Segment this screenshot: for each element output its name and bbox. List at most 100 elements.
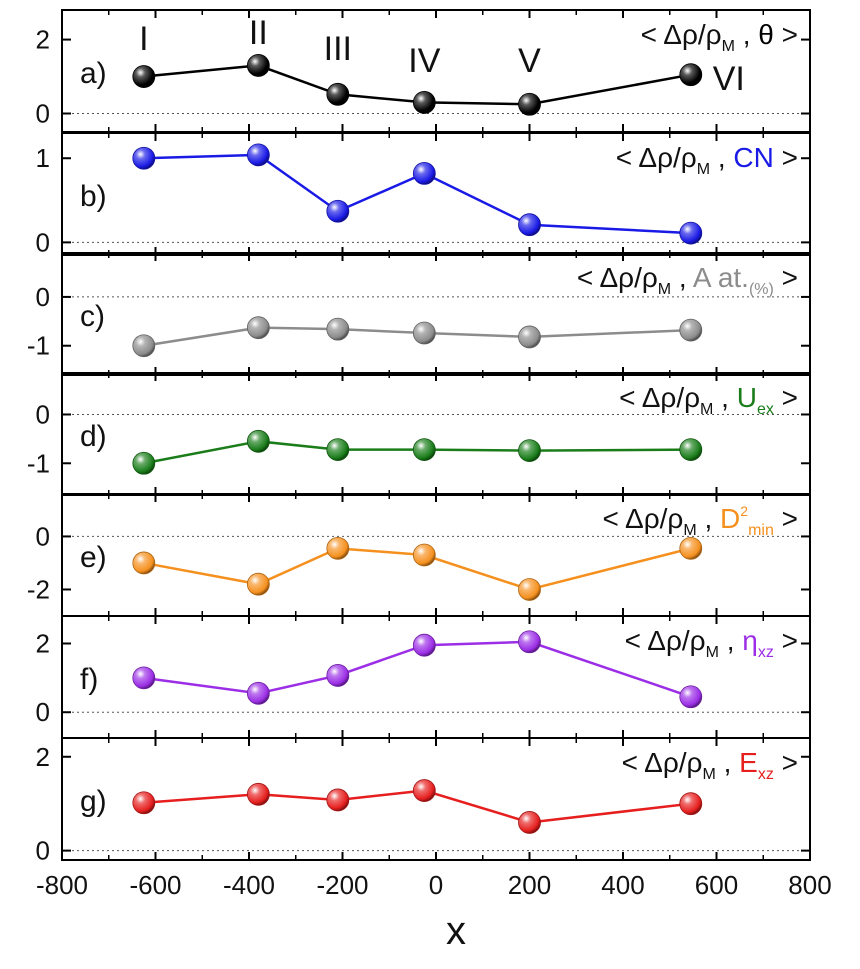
data-point <box>412 633 436 657</box>
y-tick-label: -2 <box>27 574 50 604</box>
series-line <box>143 64 692 106</box>
x-tick-label: 0 <box>429 870 443 900</box>
x-tick-label: -600 <box>129 870 181 900</box>
data-point <box>246 782 270 806</box>
y-tick-label: 2 <box>36 742 50 772</box>
data-point <box>326 788 350 812</box>
data-point <box>679 63 703 87</box>
y-tick-label: 2 <box>36 25 50 55</box>
data-point <box>132 791 156 815</box>
data-point <box>132 65 156 88</box>
correlation-label: < Δρ/ρM , θ > <box>641 19 798 55</box>
data-point <box>679 685 703 709</box>
data-point <box>132 551 156 575</box>
data-point <box>518 213 541 237</box>
y-tick-label: 2 <box>36 628 50 658</box>
data-point <box>326 438 350 462</box>
data-point <box>246 54 270 77</box>
data-point <box>518 811 541 834</box>
panel-b: 0 1 b) < Δρ/ρM , CN > <box>36 132 811 257</box>
series-line <box>143 440 691 465</box>
panel-letter: e) <box>80 541 107 574</box>
data-point <box>412 161 436 185</box>
data-point <box>246 316 270 340</box>
data-point <box>679 221 703 245</box>
series-line <box>143 789 691 824</box>
panel-letter: c) <box>80 300 105 333</box>
site-label: II <box>249 14 268 52</box>
data-point <box>412 543 436 567</box>
site-label: V <box>518 42 541 80</box>
data-point <box>132 334 156 358</box>
data-point <box>679 318 703 342</box>
data-point <box>246 429 270 453</box>
data-point <box>412 779 436 802</box>
panel-d: -1 0 d) < Δρ/ρM , Uex > <box>27 372 811 496</box>
data-point <box>246 572 270 596</box>
correlation-label: < Δρ/ρM , Exz > <box>622 747 798 783</box>
x-tick-label: -200 <box>316 870 368 900</box>
series-line <box>143 640 692 698</box>
data-point <box>679 792 703 816</box>
panel-letter: g) <box>80 785 107 818</box>
panel-a: 02a)< Δρ/ρM , θ >I II III IV V VI <box>36 9 811 133</box>
data-point <box>132 146 156 170</box>
panel-letter: d) <box>80 420 107 453</box>
data-point <box>518 439 541 462</box>
data-point <box>679 438 703 462</box>
panel-g: 0 2 g) < Δρ/ρM , Exz > <box>36 737 811 866</box>
y-tick-label: 0 <box>36 697 50 727</box>
data-point <box>412 91 436 114</box>
series-line <box>143 326 691 347</box>
x-axis: -800 -600 -400 -200 0 200 400 600 800 x <box>36 870 832 953</box>
panel-letter: a) <box>80 57 107 90</box>
panel-letter: b) <box>80 180 107 213</box>
site-label: VI <box>713 60 745 98</box>
data-point <box>326 199 350 223</box>
data-point <box>326 536 350 560</box>
site-label: IV <box>408 42 440 80</box>
y-tick-label: 0 <box>36 836 50 866</box>
data-point <box>679 536 703 560</box>
panel-letter: f) <box>80 663 98 696</box>
y-tick-label: 0 <box>36 521 50 551</box>
data-point <box>326 664 350 687</box>
y-tick-label: 0 <box>36 227 50 257</box>
data-point <box>132 666 156 690</box>
data-point <box>518 92 541 116</box>
y-tick-label: -1 <box>27 448 50 478</box>
correlation-label: < Δρ/ρM , ηxz > <box>625 625 798 661</box>
data-point <box>246 143 270 167</box>
x-tick-label: 200 <box>508 870 551 900</box>
correlation-label: < Δρ/ρM , D2min > <box>602 503 798 539</box>
data-point <box>518 630 541 654</box>
site-label: I <box>139 20 148 58</box>
correlation-label: < Δρ/ρM , Uex > <box>619 382 798 418</box>
x-tick-label: -400 <box>223 870 275 900</box>
x-tick-label: 800 <box>788 870 831 900</box>
series-line <box>143 153 691 235</box>
correlation-label: < Δρ/ρM , CN > <box>616 142 798 178</box>
x-tick-label: -800 <box>36 870 88 900</box>
data-point <box>326 317 350 341</box>
data-point <box>132 451 156 475</box>
y-tick-label: 0 <box>36 99 50 129</box>
x-axis-label: x <box>446 909 466 953</box>
correlation-label: < Δρ/ρM , A at.(%) > <box>577 262 798 298</box>
data-point <box>246 681 270 705</box>
data-point <box>412 321 436 345</box>
x-tick-label: 400 <box>601 870 644 900</box>
panel-e: -2 0 e) < Δρ/ρM , D2min > <box>27 493 811 617</box>
panel-f: 0 2 f) < Δρ/ρM , ηxz > <box>36 615 811 739</box>
data-point <box>326 82 350 106</box>
data-point <box>412 438 436 462</box>
data-point <box>518 325 541 349</box>
y-tick-label: -1 <box>27 331 50 361</box>
site-label: III <box>324 30 352 68</box>
y-tick-label: 0 <box>36 282 50 312</box>
series-line <box>143 547 692 591</box>
x-tick-label: 600 <box>695 870 738 900</box>
y-tick-label: 1 <box>36 143 50 173</box>
